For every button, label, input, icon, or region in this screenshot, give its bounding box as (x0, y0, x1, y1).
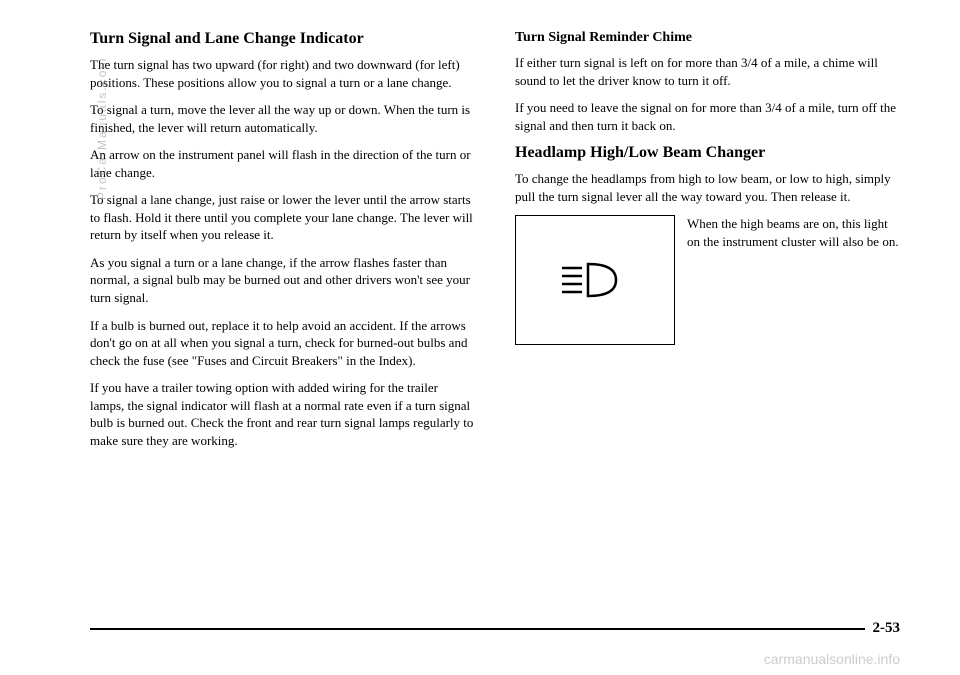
page-container: ProCarManuals.com Turn Signal and Lane C… (0, 0, 960, 675)
footer-watermark: carmanualsonline.info (764, 651, 900, 667)
page-number: 2-53 (865, 620, 901, 637)
indicator-box-wrapper: When the high beams are on, this light o… (515, 215, 900, 345)
left-heading: Turn Signal and Lane Change Indicator (90, 30, 475, 48)
paragraph: To signal a lane change, just raise or l… (90, 191, 475, 244)
paragraph: As you signal a turn or a lane change, i… (90, 254, 475, 307)
paragraph: If you need to leave the signal on for m… (515, 99, 900, 134)
paragraph: An arrow on the instrument panel will fl… (90, 146, 475, 181)
paragraph: If a bulb is burned out, replace it to h… (90, 317, 475, 370)
right-column: Turn Signal Reminder Chime If either tur… (515, 30, 900, 459)
paragraph: To signal a turn, move the lever all the… (90, 101, 475, 136)
paragraph: To change the headlamps from high to low… (515, 170, 900, 205)
headlamp-heading: Headlamp High/Low Beam Changer (515, 144, 900, 162)
side-watermark: ProCarManuals.com (95, 57, 109, 200)
paragraph: If either turn signal is left on for mor… (515, 54, 900, 89)
indicator-description: When the high beams are on, this light o… (687, 215, 900, 345)
footer-divider (90, 628, 900, 630)
reminder-chime-heading: Turn Signal Reminder Chime (515, 30, 900, 46)
left-column: Turn Signal and Lane Change Indicator Th… (90, 30, 475, 459)
paragraph: If you have a trailer towing option with… (90, 379, 475, 449)
content-wrapper: Turn Signal and Lane Change Indicator Th… (90, 30, 900, 459)
high-beam-indicator-box (515, 215, 675, 345)
high-beam-icon (560, 260, 630, 300)
paragraph: The turn signal has two upward (for righ… (90, 56, 475, 91)
